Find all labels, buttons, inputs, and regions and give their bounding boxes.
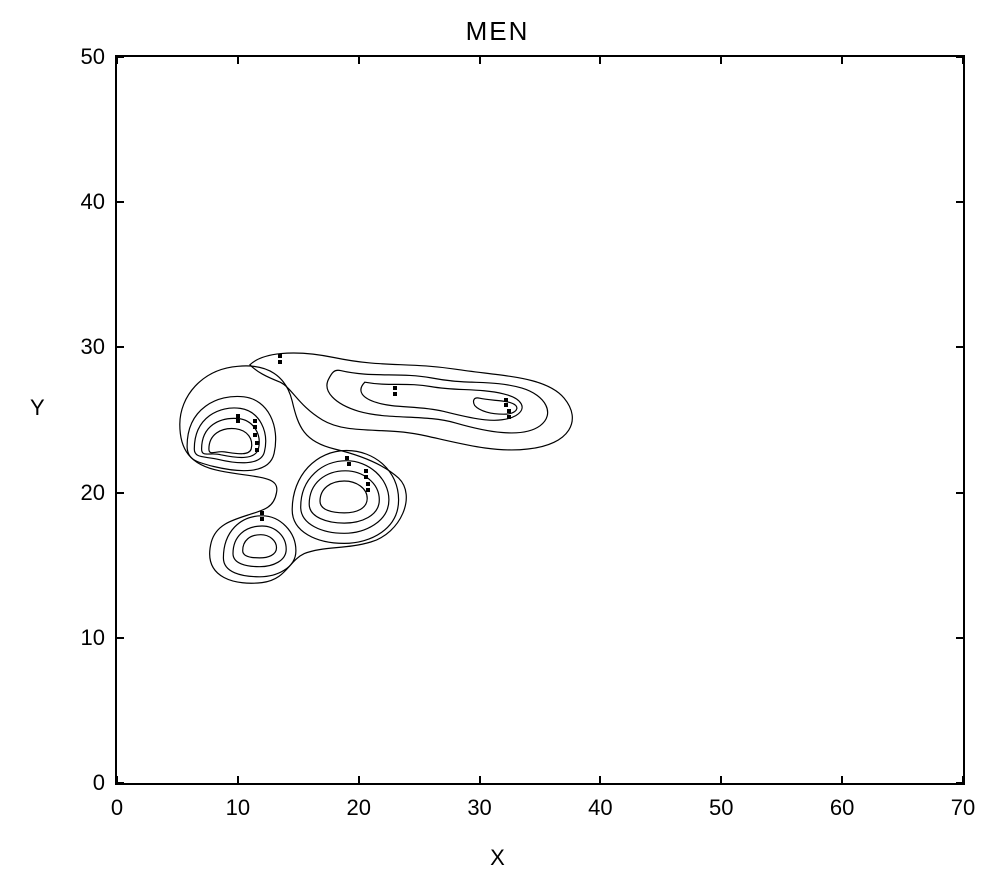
y-tick: [115, 346, 124, 348]
y-axis-label: Y: [30, 395, 45, 421]
chart-title: MEN: [0, 16, 995, 47]
data-marker: [347, 462, 351, 466]
data-marker: [255, 448, 259, 452]
data-marker: [507, 409, 511, 413]
x-tick: [358, 776, 360, 785]
y-tick: [115, 201, 124, 203]
data-marker: [507, 415, 511, 419]
x-tick: [116, 776, 118, 785]
x-tick: [841, 55, 843, 64]
x-tick-label: 60: [830, 795, 854, 821]
data-marker: [278, 354, 282, 358]
data-marker: [260, 517, 264, 521]
x-tick: [841, 776, 843, 785]
data-marker: [253, 433, 257, 437]
data-marker: [253, 425, 257, 429]
data-marker: [366, 482, 370, 486]
x-tick-label: 10: [226, 795, 250, 821]
x-tick: [116, 55, 118, 64]
data-marker: [260, 511, 264, 515]
y-tick: [956, 346, 965, 348]
y-tick: [956, 201, 965, 203]
x-tick-label: 50: [709, 795, 733, 821]
data-marker: [345, 456, 349, 460]
x-tick: [962, 776, 964, 785]
y-tick-label: 20: [55, 480, 105, 506]
data-marker: [366, 488, 370, 492]
y-tick-label: 40: [55, 189, 105, 215]
x-tick-label: 70: [951, 795, 975, 821]
x-tick: [720, 776, 722, 785]
data-marker: [393, 386, 397, 390]
y-tick-label: 30: [55, 334, 105, 360]
y-tick: [956, 492, 965, 494]
data-marker: [255, 441, 259, 445]
x-tick: [479, 55, 481, 64]
data-marker: [278, 360, 282, 364]
chart-container: MEN Y X 0 10 20 30 40 50 0 10 20 30 40 50 60 70: [0, 0, 995, 891]
y-tick: [956, 637, 965, 639]
data-marker: [393, 392, 397, 396]
data-marker: [364, 475, 368, 479]
data-marker: [253, 419, 257, 423]
x-axis-label: X: [0, 845, 995, 871]
x-tick-label: 30: [467, 795, 491, 821]
plot-area: [115, 55, 965, 785]
marker-layer: [117, 57, 963, 783]
x-tick: [358, 55, 360, 64]
data-marker: [504, 403, 508, 407]
x-tick-label: 0: [111, 795, 123, 821]
x-tick: [599, 776, 601, 785]
data-marker: [504, 398, 508, 402]
x-tick: [962, 55, 964, 64]
y-tick: [115, 637, 124, 639]
x-tick: [237, 776, 239, 785]
x-tick: [479, 776, 481, 785]
x-tick-label: 20: [346, 795, 370, 821]
data-marker: [364, 469, 368, 473]
x-tick: [720, 55, 722, 64]
y-tick-label: 10: [55, 625, 105, 651]
x-tick-label: 40: [588, 795, 612, 821]
data-marker: [236, 419, 240, 423]
data-marker: [236, 414, 240, 418]
x-tick: [237, 55, 239, 64]
y-tick: [115, 492, 124, 494]
y-tick-label: 50: [55, 44, 105, 70]
x-tick: [599, 55, 601, 64]
y-tick-label: 0: [55, 770, 105, 796]
